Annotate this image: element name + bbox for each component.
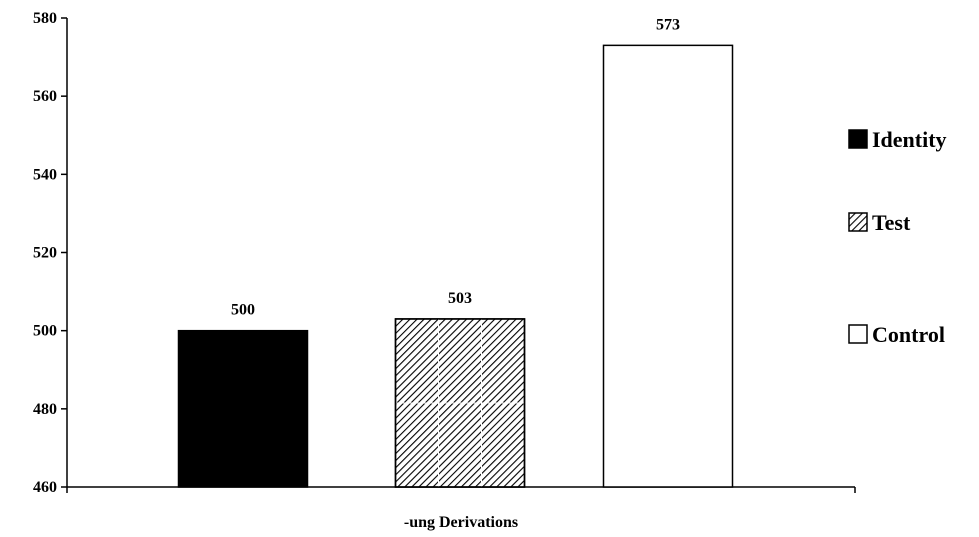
y-tick-label: 460 bbox=[33, 479, 57, 496]
y-tick-label: 560 bbox=[33, 88, 57, 105]
y-axis: 460 480 500 520 540 560 580 bbox=[33, 10, 68, 496]
bars bbox=[177, 44, 734, 488]
legend: Identity Test Control bbox=[848, 127, 947, 347]
y-tick-label: 580 bbox=[33, 10, 57, 27]
legend-swatch-test bbox=[848, 212, 868, 232]
legend-swatch-identity bbox=[848, 129, 868, 149]
bar-outline bbox=[394, 318, 526, 488]
y-tick-label: 500 bbox=[33, 323, 57, 340]
y-tick-label: 480 bbox=[33, 401, 57, 418]
data-label-test: 503 bbox=[448, 290, 472, 307]
x-axis: -ung Derivations bbox=[66, 486, 856, 531]
legend-swatch-control bbox=[848, 324, 868, 344]
bar-control bbox=[602, 44, 734, 488]
y-tick-label: 540 bbox=[33, 166, 57, 183]
legend-label-control: Control bbox=[872, 322, 945, 347]
bar-identity bbox=[177, 329, 309, 488]
data-labels: 500 503 573 bbox=[231, 16, 680, 318]
x-axis-label: -ung Derivations bbox=[404, 514, 518, 531]
legend-label-identity: Identity bbox=[872, 127, 947, 152]
data-label-identity: 500 bbox=[231, 302, 255, 319]
y-tick-label: 520 bbox=[33, 245, 57, 262]
data-label-control: 573 bbox=[656, 16, 680, 33]
legend-label-test: Test bbox=[872, 210, 911, 235]
y-ticks: 460 480 500 520 540 560 580 bbox=[33, 10, 67, 496]
